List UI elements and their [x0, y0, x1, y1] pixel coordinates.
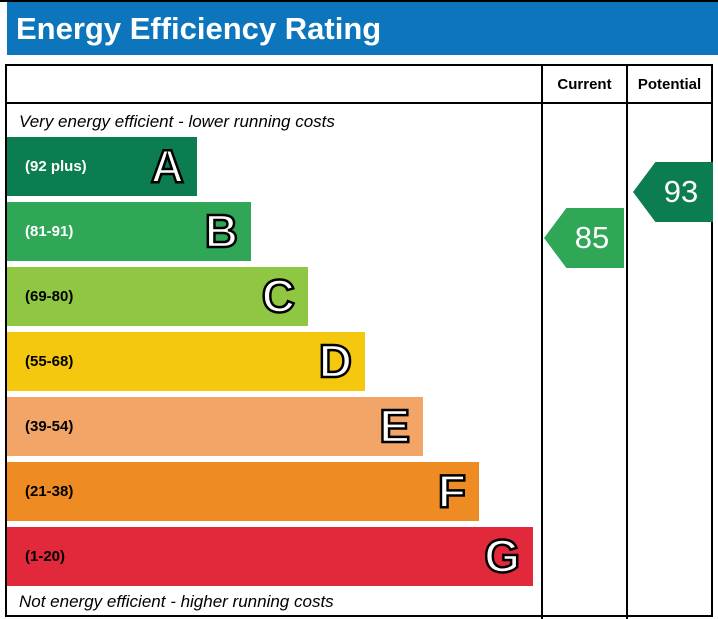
band-letter: A — [150, 139, 186, 192]
top-border-line — [0, 0, 718, 2]
band-range-label: (1-20) — [25, 548, 66, 565]
chart-header-cell — [7, 66, 541, 104]
rating-band: (55-68) D — [7, 332, 365, 391]
band-letter: B — [204, 204, 240, 257]
bands: (92 plus) A (81-91) B (69-80) C (55-68) … — [7, 137, 541, 592]
current-rating-arrow: 85 — [544, 208, 624, 268]
band-letter: C — [261, 269, 297, 322]
band-letter: G — [483, 529, 521, 582]
potential-column: 93 — [626, 104, 713, 619]
band-range-label: (55-68) — [25, 353, 74, 370]
band-range-label: (69-80) — [25, 288, 74, 305]
potential-rating-arrow: 93 — [633, 162, 713, 222]
page-title: Energy Efficiency Rating — [16, 10, 382, 46]
rating-band: (92 plus) A — [7, 137, 197, 196]
current-column-header: Current — [541, 66, 626, 104]
band-range-label: (39-54) — [25, 418, 74, 435]
potential-column-header: Potential — [626, 66, 711, 104]
current-rating-value: 85 — [574, 220, 610, 255]
band-letter: F — [437, 464, 468, 517]
caption-top: Very energy efficient - lower running co… — [19, 112, 335, 131]
title-bar: Energy Efficiency Rating — [7, 2, 718, 55]
current-column: 85 — [541, 104, 626, 619]
rating-band: (1-20) G — [7, 527, 533, 586]
rating-band: (21-38) F — [7, 462, 479, 521]
caption-bottom: Not energy efficient - higher running co… — [19, 592, 334, 611]
band-letter: E — [378, 399, 411, 452]
rating-table: Current Potential Very energy efficient … — [5, 64, 713, 619]
rating-band: (69-80) C — [7, 267, 308, 326]
band-range-label: (81-91) — [25, 223, 74, 240]
rating-band: (81-91) B — [7, 202, 251, 261]
band-range-label: (92 plus) — [25, 158, 87, 175]
rating-band: (39-54) E — [7, 397, 423, 456]
band-letter: D — [318, 334, 354, 387]
band-range-label: (21-38) — [25, 483, 74, 500]
rating-bands-column: Very energy efficient - lower running co… — [7, 104, 541, 619]
potential-rating-value: 93 — [663, 174, 699, 209]
